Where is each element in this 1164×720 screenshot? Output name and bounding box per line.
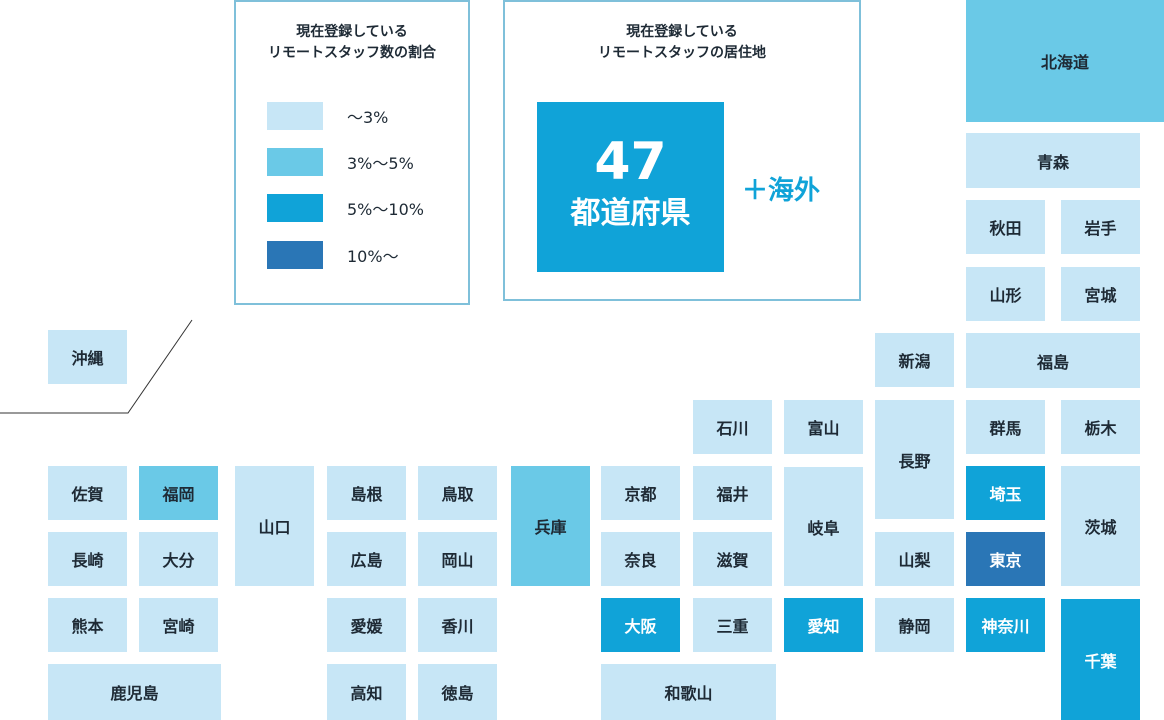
pref-yamanashi[interactable]: 山梨 bbox=[875, 532, 954, 586]
pref-kochi[interactable]: 高知 bbox=[327, 664, 406, 720]
legend-label: 3%〜5% bbox=[347, 154, 414, 173]
pref-shiga[interactable]: 滋賀 bbox=[693, 532, 772, 586]
pref-kanagawa[interactable]: 神奈川 bbox=[966, 598, 1045, 652]
legend-swatch bbox=[267, 148, 323, 176]
pref-fukushima[interactable]: 福島 bbox=[966, 333, 1140, 388]
legend-panel: 現在登録している リモートスタッフ数の割合 〜3% 3%〜5% 5%〜10% 1… bbox=[234, 0, 470, 305]
pref-miyagi[interactable]: 宮城 bbox=[1061, 267, 1140, 321]
pref-tokushima[interactable]: 徳島 bbox=[418, 664, 497, 720]
legend-label: 10%〜 bbox=[347, 247, 399, 266]
pref-nara[interactable]: 奈良 bbox=[601, 532, 680, 586]
pref-ishikawa[interactable]: 石川 bbox=[693, 400, 772, 454]
pref-shimane[interactable]: 島根 bbox=[327, 466, 406, 520]
pref-hyogo[interactable]: 兵庫 bbox=[511, 466, 590, 586]
pref-hokkaido[interactable]: 北海道 bbox=[966, 0, 1164, 122]
legend-swatch bbox=[267, 102, 323, 130]
pref-fukui[interactable]: 福井 bbox=[693, 466, 772, 520]
pref-ibaraki[interactable]: 茨城 bbox=[1061, 466, 1140, 586]
pref-oita[interactable]: 大分 bbox=[139, 532, 218, 586]
pref-tochigi[interactable]: 栃木 bbox=[1061, 400, 1140, 454]
legend-swatch bbox=[267, 194, 323, 222]
pref-ehime[interactable]: 愛媛 bbox=[327, 598, 406, 652]
pref-osaka[interactable]: 大阪 bbox=[601, 598, 680, 652]
pref-toyama[interactable]: 富山 bbox=[784, 400, 863, 454]
pref-akita[interactable]: 秋田 bbox=[966, 200, 1045, 254]
pref-nagasaki[interactable]: 長崎 bbox=[48, 532, 127, 586]
legend-label: 〜3% bbox=[347, 108, 389, 127]
pref-niigata[interactable]: 新潟 bbox=[875, 333, 954, 387]
legend-item-5-10: 5%〜10% bbox=[267, 194, 424, 222]
prefecture-count-box: 47 都道府県 bbox=[537, 102, 724, 272]
pref-okayama[interactable]: 岡山 bbox=[418, 532, 497, 586]
prefecture-unit: 都道府県 bbox=[570, 196, 691, 231]
pref-tottori[interactable]: 鳥取 bbox=[418, 466, 497, 520]
pref-okinawa[interactable]: 沖縄 bbox=[48, 330, 127, 384]
residence-title: 現在登録している リモートスタッフの居住地 bbox=[505, 22, 859, 64]
residence-panel: 現在登録している リモートスタッフの居住地 47 都道府県 ＋海外 bbox=[503, 0, 861, 301]
pref-kumamoto[interactable]: 熊本 bbox=[48, 598, 127, 652]
pref-mie[interactable]: 三重 bbox=[693, 598, 772, 652]
pref-wakayama[interactable]: 和歌山 bbox=[601, 664, 776, 720]
legend-title: 現在登録している リモートスタッフ数の割合 bbox=[236, 22, 468, 64]
pref-fukuoka[interactable]: 福岡 bbox=[139, 466, 218, 520]
legend-label: 5%〜10% bbox=[347, 200, 424, 219]
pref-gifu[interactable]: 岐阜 bbox=[784, 467, 863, 586]
pref-hiroshima[interactable]: 広島 bbox=[327, 532, 406, 586]
legend-item-over-10: 10%〜 bbox=[267, 241, 399, 269]
pref-saitama[interactable]: 埼玉 bbox=[966, 466, 1045, 520]
overseas-label: ＋海外 bbox=[742, 176, 821, 206]
pref-nagano[interactable]: 長野 bbox=[875, 400, 954, 519]
pref-shizuoka[interactable]: 静岡 bbox=[875, 598, 954, 652]
pref-gunma[interactable]: 群馬 bbox=[966, 400, 1045, 454]
legend-item-under-3: 〜3% bbox=[267, 102, 388, 130]
legend-title-line2: リモートスタッフ数の割合 bbox=[268, 45, 436, 61]
okinawa-divider-line bbox=[0, 319, 193, 414]
legend-title-line1: 現在登録している bbox=[296, 24, 408, 40]
legend-swatch bbox=[267, 241, 323, 269]
pref-kagawa[interactable]: 香川 bbox=[418, 598, 497, 652]
pref-tokyo[interactable]: 東京 bbox=[966, 532, 1045, 586]
residence-title-line1: 現在登録している bbox=[626, 24, 738, 40]
pref-iwate[interactable]: 岩手 bbox=[1061, 200, 1140, 254]
pref-aomori[interactable]: 青森 bbox=[966, 133, 1140, 188]
residence-title-line2: リモートスタッフの居住地 bbox=[598, 45, 766, 61]
legend-item-3-5: 3%〜5% bbox=[267, 148, 414, 176]
pref-aichi[interactable]: 愛知 bbox=[784, 598, 863, 652]
pref-saga[interactable]: 佐賀 bbox=[48, 466, 127, 520]
pref-chiba[interactable]: 千葉 bbox=[1061, 599, 1140, 720]
pref-yamagata[interactable]: 山形 bbox=[966, 267, 1045, 321]
pref-miyazaki[interactable]: 宮崎 bbox=[139, 598, 218, 652]
prefecture-count: 47 bbox=[594, 132, 667, 192]
pref-yamaguchi[interactable]: 山口 bbox=[235, 466, 314, 586]
pref-kyoto[interactable]: 京都 bbox=[601, 466, 680, 520]
pref-kagoshima[interactable]: 鹿児島 bbox=[48, 664, 221, 720]
